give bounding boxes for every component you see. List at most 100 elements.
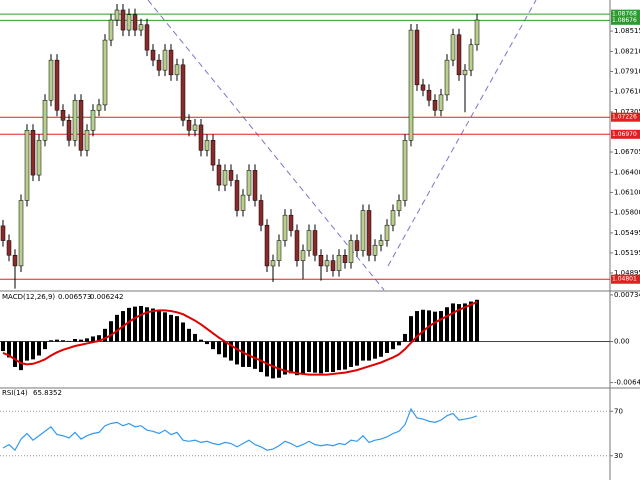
macd-bar xyxy=(25,341,29,361)
candle-body xyxy=(360,210,366,251)
y-tick-label: 0.00 xyxy=(614,338,630,346)
trend-line xyxy=(387,0,537,267)
candle-body xyxy=(300,250,306,261)
candle-body xyxy=(462,69,468,76)
macd-bar xyxy=(145,307,149,342)
candle-body xyxy=(444,59,450,96)
candle-body xyxy=(78,99,84,151)
candle-body xyxy=(342,255,348,263)
y-tick-label: 1.04895 xyxy=(614,269,640,277)
macd-bar xyxy=(19,341,23,371)
macd-bar xyxy=(55,339,59,342)
macd-bar xyxy=(349,341,353,367)
y-tick-label: 1.06100 xyxy=(614,188,640,196)
macd-bar xyxy=(367,341,371,361)
candle-body xyxy=(30,130,36,176)
candle-body xyxy=(180,64,186,121)
candle-body xyxy=(60,110,66,121)
macd-bar xyxy=(409,316,413,342)
macd-bar xyxy=(331,341,335,373)
candle-body xyxy=(390,210,396,226)
candle-body xyxy=(402,140,408,201)
macd-bar xyxy=(205,341,209,345)
macd-bar xyxy=(133,306,137,342)
macd-bar xyxy=(151,308,155,342)
y-tick-label: 1.07610 xyxy=(614,88,640,96)
y-tick-label: 1.06400 xyxy=(614,168,640,176)
candle-body xyxy=(348,240,354,263)
macd-bar xyxy=(325,341,329,373)
macd-bar xyxy=(457,304,461,342)
candle-body xyxy=(330,260,336,271)
macd-bar xyxy=(385,341,389,353)
macd-bar xyxy=(313,341,317,373)
candle-body xyxy=(168,49,174,76)
candle-body xyxy=(234,180,240,211)
macd-bar xyxy=(253,341,257,369)
macd-bar xyxy=(199,339,203,342)
macd-bar xyxy=(379,341,383,357)
macd-bar xyxy=(415,311,419,342)
candle-body xyxy=(258,200,264,226)
candle-body xyxy=(204,140,210,151)
macd-bar xyxy=(361,341,365,361)
macd-bar xyxy=(301,341,305,375)
y-tick-label: 1.05800 xyxy=(614,208,640,216)
y-tick-label: -0.006464 xyxy=(614,379,640,387)
macd-bar xyxy=(319,341,323,374)
price-level-label: 1.07226 xyxy=(612,114,637,121)
macd-bar xyxy=(163,312,167,342)
macd-bar xyxy=(109,321,113,342)
macd-bar xyxy=(7,341,11,358)
macd-bar xyxy=(307,341,311,373)
macd-bar xyxy=(73,339,77,342)
candle-body xyxy=(354,240,360,251)
candle-body xyxy=(366,210,372,256)
macd-bar xyxy=(355,341,359,366)
macd-bar xyxy=(61,340,65,342)
macd-bar xyxy=(391,341,395,350)
candle-body xyxy=(312,230,318,256)
macd-bar xyxy=(229,341,233,361)
candle-body xyxy=(198,124,204,151)
candle-body xyxy=(252,170,258,201)
macd-bar xyxy=(43,341,47,350)
macd-signal-value: 0.006242 xyxy=(90,293,123,301)
candle-body xyxy=(432,99,438,111)
macd-bar xyxy=(31,341,35,360)
candle-body xyxy=(144,24,150,51)
price-level-box xyxy=(611,15,640,25)
macd-bar xyxy=(463,303,467,342)
macd-bar xyxy=(235,341,239,365)
macd-bar xyxy=(193,333,197,342)
candle-body xyxy=(264,224,270,267)
macd-bar xyxy=(241,341,245,367)
candle-body xyxy=(306,230,312,251)
candle-body xyxy=(36,140,42,176)
macd-bar xyxy=(127,307,131,342)
candle-body xyxy=(18,200,24,267)
macd-bar xyxy=(187,328,191,342)
y-tick-label: 1.08210 xyxy=(614,47,640,55)
macd-bar xyxy=(469,301,473,342)
candle-body xyxy=(24,130,30,201)
candle-body xyxy=(318,255,324,267)
rsi-value: 65.8352 xyxy=(33,389,62,397)
candle-body xyxy=(90,110,96,131)
candle-body xyxy=(420,84,426,91)
price-level-label: 1.08768 xyxy=(612,11,637,18)
candle-body xyxy=(396,200,402,211)
macd-bar xyxy=(259,341,263,373)
macd-bar xyxy=(103,328,107,342)
macd-bar xyxy=(37,341,41,356)
rsi-title: RSI(14) xyxy=(2,389,28,397)
price-level-label: 1.06970 xyxy=(612,131,637,138)
candle-body xyxy=(378,240,384,246)
macd-bar xyxy=(79,339,83,342)
candle-body xyxy=(102,39,108,106)
candle-body xyxy=(222,170,228,186)
macd-bar xyxy=(403,333,407,342)
macd-bar xyxy=(247,341,251,367)
candle-body xyxy=(414,29,420,86)
candle-body xyxy=(282,214,288,241)
